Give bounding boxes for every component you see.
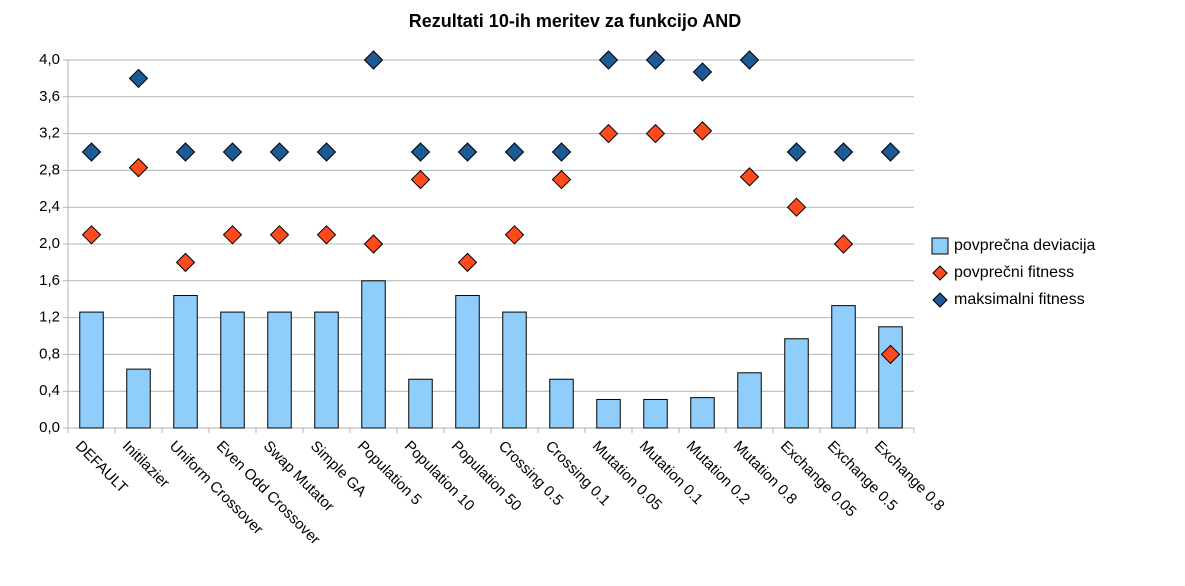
y-tick-label: 2,4: [39, 198, 60, 215]
bar: [408, 378, 433, 429]
bar: [690, 397, 715, 429]
legend-swatch: [931, 237, 949, 255]
y-tick-label: 0,4: [39, 382, 60, 399]
legend-label: povprečna deviacija: [954, 237, 1096, 254]
point: [81, 225, 102, 245]
point: [410, 169, 431, 190]
bar: [596, 398, 621, 429]
bar: [314, 311, 339, 429]
point: [739, 50, 760, 70]
y-tick-label: 4,0: [39, 51, 60, 68]
point: [504, 142, 525, 162]
legend-swatch: [932, 292, 948, 308]
point: [363, 234, 384, 254]
y-tick-label: 0,8: [39, 345, 60, 362]
bar: [79, 311, 104, 429]
point: [833, 234, 854, 254]
point: [551, 169, 572, 190]
y-tick-label: 3,2: [39, 125, 60, 142]
point: [81, 142, 102, 162]
point: [645, 50, 666, 70]
bar: [831, 305, 856, 429]
point: [269, 142, 290, 162]
point: [880, 344, 901, 365]
bar: [220, 311, 245, 429]
point: [363, 50, 384, 70]
point: [457, 142, 478, 162]
point: [269, 225, 290, 245]
point: [128, 157, 149, 178]
point: [786, 142, 807, 162]
point: [175, 142, 196, 162]
point: [598, 50, 619, 70]
y-tick-label: 0,0: [39, 419, 60, 436]
point: [692, 62, 713, 82]
point: [692, 121, 713, 141]
point: [833, 142, 854, 162]
legend-swatch: [932, 265, 948, 281]
point: [175, 252, 196, 273]
bar: [361, 280, 386, 429]
point: [316, 225, 337, 245]
point: [128, 68, 149, 89]
point: [457, 252, 478, 273]
y-tick-label: 1,6: [39, 272, 60, 289]
bar: [502, 311, 527, 429]
bar: [455, 295, 480, 429]
y-tick-label: 2,8: [39, 161, 60, 178]
y-tick-label: 2,0: [39, 235, 60, 252]
legend-label: povprečni fitness: [954, 264, 1074, 281]
bar: [878, 326, 903, 429]
point: [786, 197, 807, 217]
point: [739, 167, 760, 187]
bar: [784, 338, 809, 429]
point: [316, 142, 337, 162]
bar: [737, 372, 762, 429]
bar: [643, 398, 668, 429]
legend-label: maksimalni fitness: [954, 291, 1085, 308]
bar: [126, 368, 151, 429]
point: [551, 142, 572, 162]
point: [504, 225, 525, 245]
point: [880, 142, 901, 162]
bar: [173, 295, 198, 429]
bar: [549, 378, 574, 429]
point: [598, 123, 619, 144]
point: [222, 225, 243, 245]
point: [222, 142, 243, 162]
chart-title: Rezultati 10-ih meritev za funkcijo AND: [409, 11, 741, 31]
y-tick-label: 3,6: [39, 88, 60, 105]
point: [645, 123, 666, 144]
bar: [267, 311, 292, 429]
y-tick-label: 1,2: [39, 309, 60, 326]
point: [410, 142, 431, 162]
